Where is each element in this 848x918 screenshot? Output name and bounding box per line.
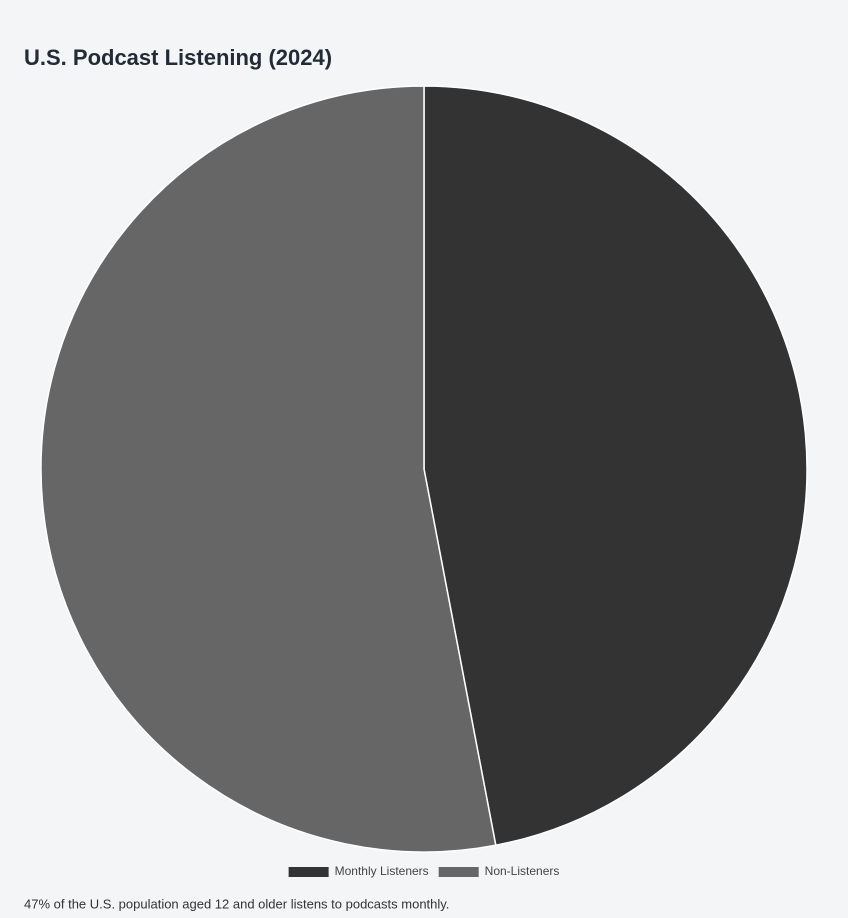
chart-note: 47% of the U.S. population aged 12 and o… [24,896,449,911]
legend-label: Non-Listeners [485,864,560,878]
legend-label: Monthly Listeners [335,864,429,878]
pie-slice [423,85,808,847]
legend-swatch [288,867,329,877]
legend-swatch [438,867,479,877]
chart-title: U.S. Podcast Listening (2024) [24,45,332,70]
legend: Monthly Listeners Non-Listeners [288,864,560,878]
pie-slice [40,85,497,853]
pie [40,85,808,853]
